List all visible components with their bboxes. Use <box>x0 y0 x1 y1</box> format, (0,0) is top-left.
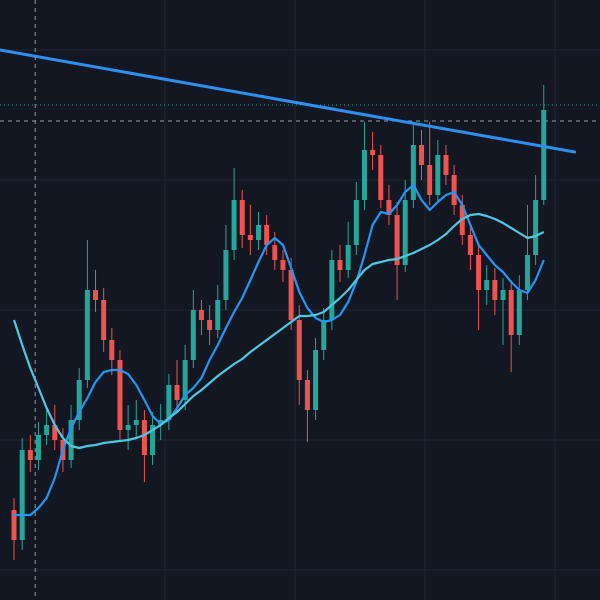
candle-body <box>11 510 17 540</box>
candle-body <box>272 245 278 260</box>
candle-body <box>19 450 25 540</box>
candle-body <box>476 255 482 290</box>
candle-body <box>109 340 115 360</box>
candle-body <box>541 110 547 200</box>
trend-line <box>0 48 577 154</box>
candle-body <box>76 380 82 420</box>
candle-body <box>133 420 139 425</box>
candle-body <box>402 200 408 265</box>
candle-body <box>378 155 384 200</box>
candle-body <box>117 360 123 430</box>
candle-body <box>451 175 457 205</box>
candle-body <box>427 165 433 195</box>
candle-body <box>288 270 294 320</box>
candle-body <box>345 245 351 270</box>
candle-body <box>524 255 530 290</box>
candle-body <box>182 360 188 400</box>
candle-body <box>410 145 416 200</box>
candle-body <box>304 380 310 410</box>
candle-body <box>207 320 213 330</box>
candle-body <box>215 300 221 330</box>
candle-body <box>223 250 229 300</box>
candle-body <box>84 290 90 380</box>
candle-body <box>174 385 180 400</box>
candle-body <box>313 350 319 410</box>
candle-body <box>516 290 522 335</box>
candle-body <box>467 235 473 255</box>
candle-body <box>500 290 506 300</box>
candle-body <box>321 320 327 350</box>
candle-body <box>492 280 498 300</box>
candle-body <box>353 200 359 245</box>
candle-body <box>166 385 172 420</box>
candle-body <box>508 290 514 335</box>
candle-body <box>443 155 449 175</box>
candle-body <box>231 200 237 250</box>
candle-body <box>435 155 441 195</box>
candle-body <box>370 150 376 155</box>
candle-body <box>394 215 400 265</box>
candle-body <box>125 425 131 430</box>
candle-body <box>27 450 33 460</box>
candle-body <box>52 425 58 440</box>
candle-body <box>264 225 270 245</box>
candle-body <box>296 320 302 380</box>
candle-body <box>150 425 156 455</box>
candle-body <box>93 290 99 300</box>
candle-body <box>101 300 107 340</box>
candle-body <box>256 225 262 240</box>
moving-average-line <box>12 212 545 450</box>
candle-body <box>329 260 335 320</box>
candle-body <box>533 200 539 255</box>
candle-body <box>44 425 50 435</box>
candle-body <box>280 260 286 270</box>
candle-body <box>239 200 245 235</box>
candle-body <box>68 420 74 460</box>
candle-body <box>35 435 41 460</box>
candle-body <box>361 150 367 200</box>
candle-body <box>190 310 196 360</box>
candle-body <box>141 420 147 455</box>
candle-body <box>386 200 392 215</box>
candle-body <box>198 310 204 320</box>
candle-body <box>337 260 343 270</box>
moving-average-line <box>14 183 545 517</box>
candle-body <box>419 145 425 165</box>
candle-body <box>484 280 490 290</box>
candle-body <box>247 235 253 240</box>
